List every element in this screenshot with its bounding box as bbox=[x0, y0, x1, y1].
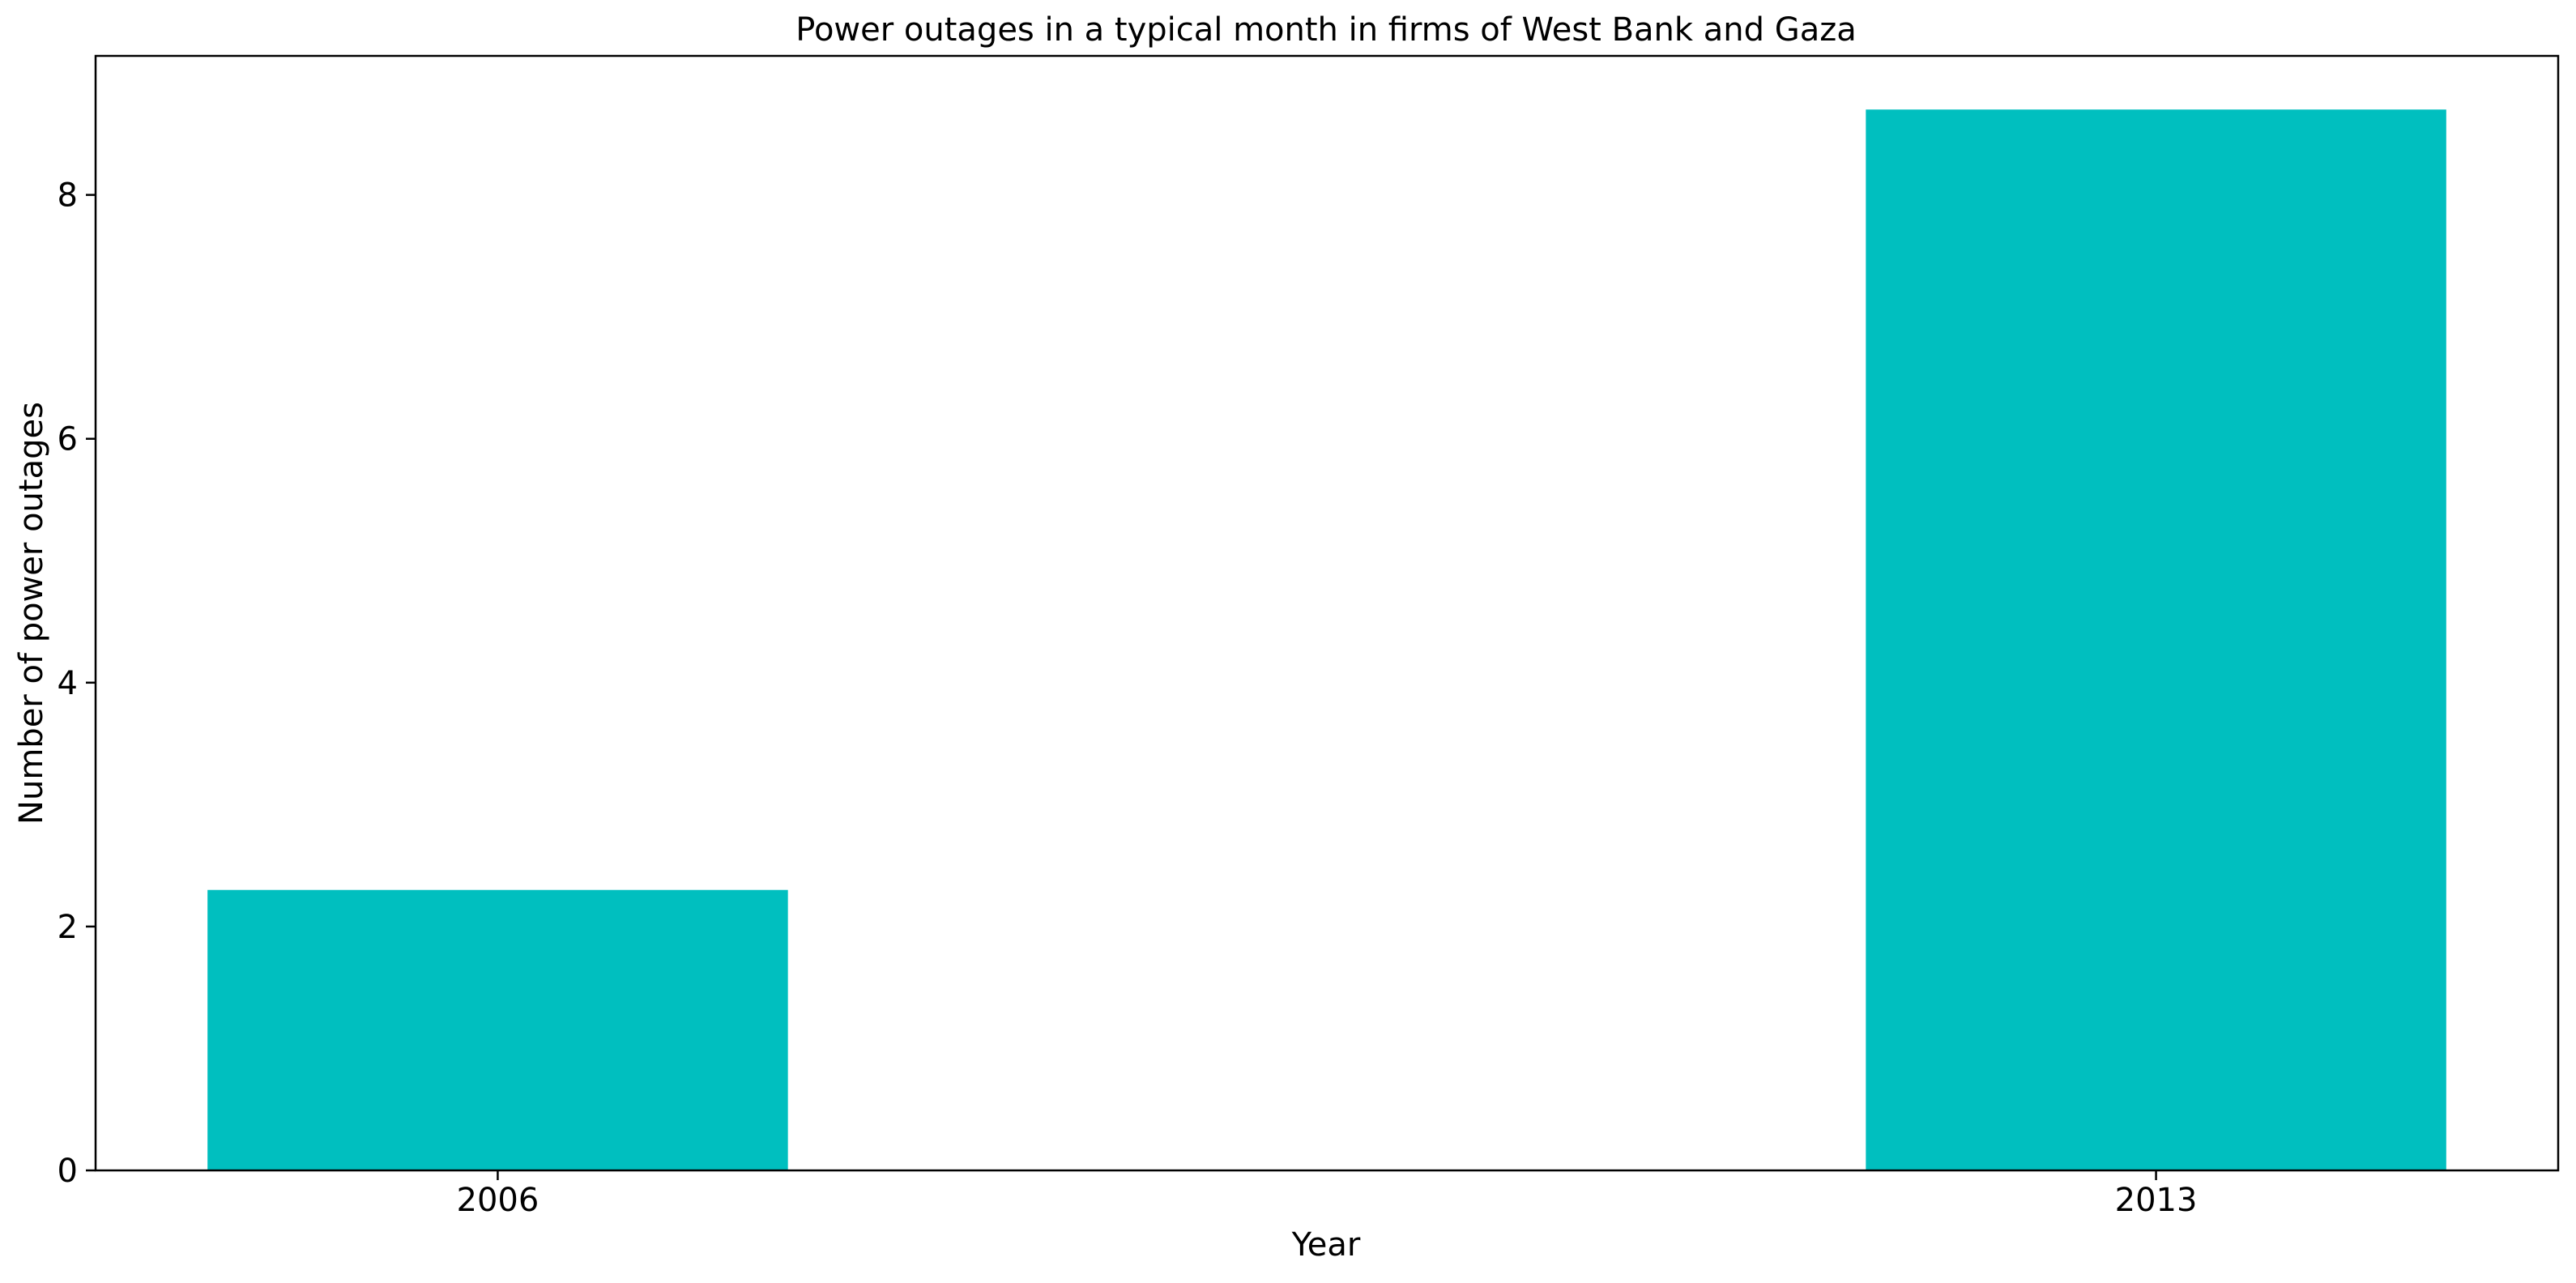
y-axis: 0 2 4 6 8 bbox=[58, 177, 96, 1190]
y-tick-label: 8 bbox=[58, 177, 78, 215]
x-axis-label: Year bbox=[1291, 1226, 1361, 1264]
y-tick-label: 0 bbox=[58, 1153, 78, 1190]
bars-group bbox=[207, 109, 2446, 1170]
bar-2013 bbox=[1866, 109, 2446, 1170]
y-axis-label: Number of power outages bbox=[13, 402, 50, 825]
x-tick-label: 2013 bbox=[2115, 1182, 2198, 1219]
x-axis: 2006 2013 bbox=[457, 1170, 2198, 1219]
x-tick-label: 2006 bbox=[457, 1182, 540, 1219]
plot-frame bbox=[94, 54, 2560, 1172]
y-tick-label: 4 bbox=[58, 665, 78, 702]
y-tick-label: 2 bbox=[58, 909, 78, 946]
y-tick-label: 6 bbox=[58, 421, 78, 458]
chart-title: Power outages in a typical month in firm… bbox=[795, 11, 1857, 49]
bar-2006 bbox=[207, 889, 788, 1170]
